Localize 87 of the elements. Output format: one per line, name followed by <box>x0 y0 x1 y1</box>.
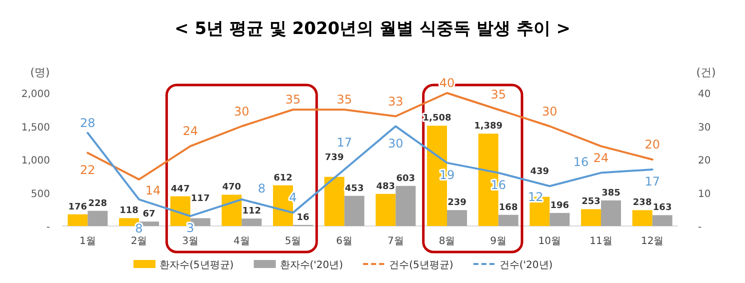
bar <box>498 214 518 226</box>
bar <box>601 200 621 226</box>
x-tick-label: 6월 <box>336 236 353 247</box>
data-label: 176 <box>68 202 88 212</box>
data-label: 1,389 <box>474 122 503 132</box>
legend-label: 건수('20년) <box>499 260 553 271</box>
data-label: 35 <box>285 92 301 107</box>
data-label: 35 <box>490 88 506 102</box>
data-label: 385 <box>602 188 620 198</box>
bar <box>581 209 601 226</box>
x-tick-label: 9월 <box>490 236 507 247</box>
data-label: 28 <box>80 116 96 130</box>
bar <box>376 194 396 226</box>
data-label: 228 <box>88 198 108 209</box>
y-tick-label: 2,000 <box>21 89 50 100</box>
data-label: 30 <box>388 136 404 150</box>
x-tick-label: 3월 <box>182 236 199 247</box>
data-label: 8 <box>135 221 143 236</box>
bar <box>324 176 344 226</box>
data-label: 470 <box>222 182 242 193</box>
data-label: 117 <box>190 194 210 204</box>
data-label: 16 <box>296 212 310 223</box>
bar <box>344 196 364 226</box>
data-label: 22 <box>80 162 96 177</box>
y-tick-label: 1,500 <box>21 122 50 134</box>
data-label: 8 <box>258 181 266 196</box>
data-label: 168 <box>498 202 518 213</box>
data-label: 439 <box>530 166 550 177</box>
data-label: 612 <box>274 173 292 184</box>
bar <box>447 210 467 226</box>
data-label: 447 <box>170 184 190 194</box>
data-label: 33 <box>388 94 404 108</box>
bar <box>652 215 672 226</box>
bar <box>88 210 108 226</box>
data-label: 453 <box>344 184 364 194</box>
data-label: 3 <box>186 221 194 236</box>
y2-tick-label: 30 <box>698 122 711 134</box>
data-label: 14 <box>145 183 161 198</box>
data-label: 196 <box>550 200 570 211</box>
bar <box>242 218 262 226</box>
data-label: 20 <box>644 138 660 152</box>
legend-label: 환자수('20년) <box>280 260 344 271</box>
bar <box>68 214 88 226</box>
data-label: 163 <box>652 203 672 214</box>
data-label: 238 <box>632 198 652 208</box>
y-tick-label: - <box>46 222 50 233</box>
x-tick-label: 7월 <box>387 236 404 247</box>
data-label: 30 <box>542 104 558 118</box>
y-tick-label: 500 <box>30 188 50 200</box>
y2-tick-label: 40 <box>698 89 711 100</box>
data-label: 253 <box>582 197 600 208</box>
data-label: 739 <box>324 152 344 163</box>
data-label: 118 <box>120 206 138 216</box>
x-tick-label: 11월 <box>590 236 612 247</box>
y2-tick-label: - <box>698 222 702 233</box>
x-tick-label: 2월 <box>130 236 148 247</box>
data-label: 4 <box>289 190 297 205</box>
data-label: 24 <box>182 124 198 138</box>
data-label: 35 <box>336 92 352 107</box>
bar <box>222 194 242 226</box>
x-tick-label: 12월 <box>640 236 664 247</box>
chart-title: < 5년 평균 및 2020년의 월별 식중독 발생 추이 > <box>174 19 570 39</box>
data-label: 603 <box>396 174 416 184</box>
data-label: 112 <box>242 206 262 217</box>
bar <box>550 212 570 226</box>
y2-tick-label: 20 <box>698 156 711 166</box>
data-label: 16 <box>573 154 589 169</box>
y2-axis-title: (건) <box>696 66 716 79</box>
bar <box>396 186 416 226</box>
y-tick-label: 1,000 <box>21 156 50 166</box>
x-tick-label: 5월 <box>284 236 302 247</box>
data-label: 67 <box>142 210 156 220</box>
data-label: 24 <box>593 151 609 166</box>
data-label: 30 <box>234 104 250 118</box>
x-tick-label: 10월 <box>538 236 562 247</box>
legend-label: 환자수(5년평균) <box>160 260 234 271</box>
bar <box>632 210 652 226</box>
legend-label: 건수(5년평균) <box>389 260 454 271</box>
data-label: 17 <box>644 174 660 188</box>
x-tick-label: 4월 <box>233 236 250 247</box>
data-label: 239 <box>448 198 466 208</box>
data-label: 17 <box>336 135 352 150</box>
x-tick-label: 1월 <box>79 236 96 247</box>
y2-tick-label: 10 <box>698 188 711 200</box>
x-tick-label: 8월 <box>438 236 456 247</box>
data-label: 483 <box>376 182 396 192</box>
y-axis-title: (명) <box>30 66 50 79</box>
